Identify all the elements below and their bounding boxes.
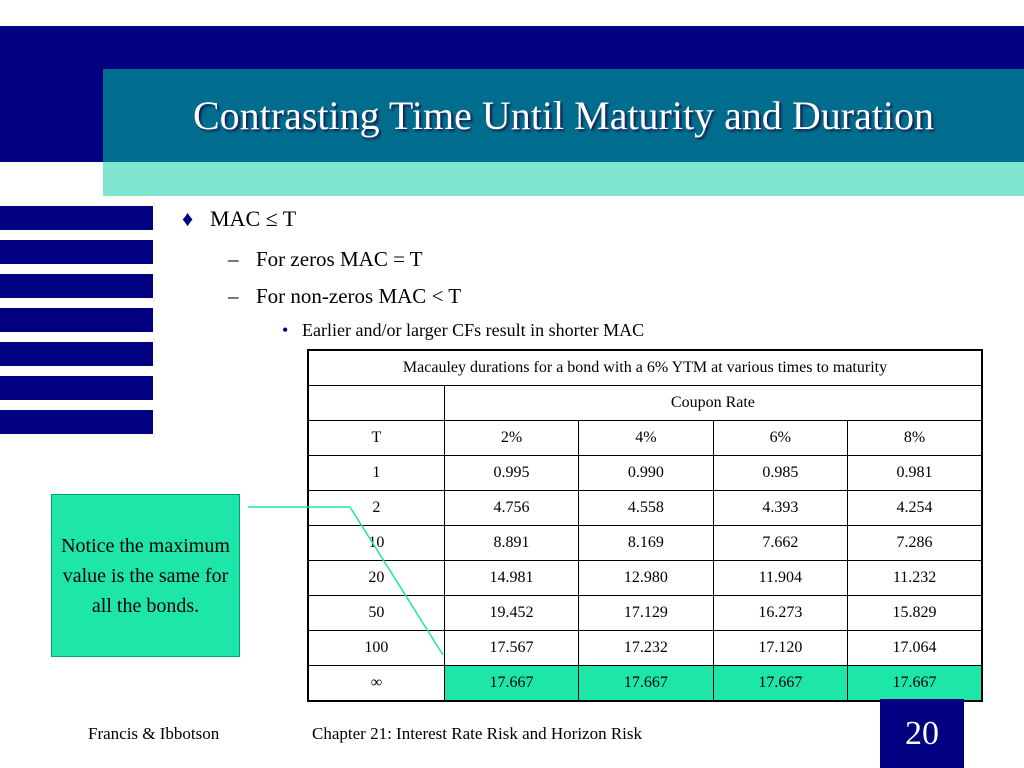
duration-cell: 8.891 [443,525,580,561]
stripe [0,240,153,264]
bullet-level1: ♦ MAC ≤ T [182,206,296,232]
table-row: 1 0.995 0.990 0.985 0.981 [307,455,983,491]
duration-cell: 17.667 [443,665,580,702]
infinity-row: ∞ 17.667 17.667 17.667 17.667 [307,665,983,702]
duration-cell: 17.129 [578,595,714,631]
column-header: 2% [443,420,580,456]
table-row: 2 4.756 4.558 4.393 4.254 [307,490,983,526]
column-header: 4% [578,420,714,456]
duration-cell: 0.990 [578,455,714,491]
table-row: 20 14.981 12.980 11.904 11.232 [307,560,983,596]
duration-cell: 15.829 [847,595,983,631]
maturity-cell: 1 [307,455,445,491]
stripe [0,410,153,434]
duration-cell: 0.985 [712,455,849,491]
duration-cell: 19.452 [443,595,580,631]
duration-cell: 17.064 [847,630,983,666]
bullet-text: For zeros MAC = T [256,247,423,271]
maturity-cell: 100 [307,630,445,666]
duration-cell: 0.981 [847,455,983,491]
table-row: 100 17.567 17.232 17.120 17.064 [307,630,983,666]
duration-cell: 17.232 [578,630,714,666]
footer-chapter: Chapter 21: Interest Rate Risk and Horiz… [312,724,643,743]
slide-title: Contrasting Time Until Maturity and Dura… [192,93,935,138]
duration-cell: 16.273 [712,595,849,631]
duration-cell: 4.558 [578,490,714,526]
dot-bullet-icon: • [282,320,289,340]
footer-author: Francis & Ibbotson [88,724,220,743]
duration-cell: 4.254 [847,490,983,526]
duration-cell: 11.232 [847,560,983,596]
maturity-cell: ∞ [307,665,445,702]
maturity-cell: 20 [307,560,445,596]
table-row: 10 8.891 8.169 7.662 7.286 [307,525,983,561]
bullet-text: MAC ≤ T [210,206,297,231]
column-header-row: T 2% 4% 6% 8% [307,420,983,456]
maturity-cell: 2 [307,490,445,526]
bullet-text: For non-zeros MAC < T [256,284,462,308]
stripe [0,206,153,230]
stripe [0,274,153,298]
bullet-level3: • Earlier and/or larger CFs result in sho… [282,320,644,341]
coupon-rate-header: Coupon Rate [443,385,983,421]
duration-cell: 4.393 [712,490,849,526]
duration-cell: 7.286 [847,525,983,561]
bullet-level2: – For non-zeros MAC < T [228,284,461,309]
bullet-text: Earlier and/or larger CFs result in shor… [302,320,645,340]
table-caption: Macauley durations for a bond with a 6% … [307,349,983,386]
title-underline-strip [103,162,1024,196]
column-header: T [307,420,445,456]
stripe [0,342,153,366]
duration-cell: 17.667 [847,665,983,702]
duration-cell: 8.169 [578,525,714,561]
duration-cell: 17.667 [712,665,849,702]
column-header: 8% [847,420,983,456]
diamond-bullet-icon: ♦ [182,206,194,231]
callout-note: Notice the maximum value is the same for… [51,494,240,657]
maturity-cell: 10 [307,525,445,561]
maturity-cell: 50 [307,595,445,631]
duration-cell: 11.904 [712,560,849,596]
duration-cell: 4.756 [443,490,580,526]
stripe [0,376,153,400]
duration-cell: 17.667 [578,665,714,702]
duration-cell: 17.567 [443,630,580,666]
duration-cell: 0.995 [443,455,580,491]
title-background [103,69,1024,162]
dash-bullet-icon: – [228,247,239,271]
duration-cell: 14.981 [443,560,580,596]
duration-cell: 12.980 [578,560,714,596]
duration-table: Macauley durations for a bond with a 6% … [307,349,983,702]
duration-cell: 17.120 [712,630,849,666]
table-row: 50 19.452 17.129 16.273 15.829 [307,595,983,631]
empty-cell [307,385,445,421]
stripe [0,308,153,332]
dash-bullet-icon: – [228,284,239,308]
duration-cell: 7.662 [712,525,849,561]
column-header: 6% [712,420,849,456]
bullet-level2: – For zeros MAC = T [228,247,423,272]
page-number: 20 [880,699,964,768]
